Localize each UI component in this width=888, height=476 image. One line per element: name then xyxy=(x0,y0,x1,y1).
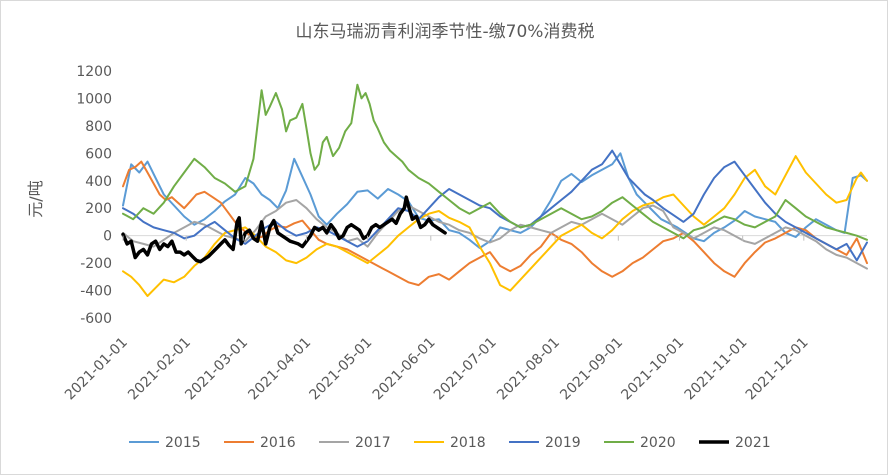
legend-label-2016: 2016 xyxy=(260,435,296,451)
plot-area xyxy=(121,83,868,297)
x-tick-label: 2021-04-01 xyxy=(245,335,314,404)
x-tick-label: 2021-11-01 xyxy=(682,335,751,404)
legend: 2015 2016 2017 2018 2019 2020 2021 xyxy=(129,435,771,451)
series-lines xyxy=(121,83,868,297)
y-tick-label: 800 xyxy=(85,119,112,135)
y-axis-label: 元/吨 xyxy=(26,180,45,217)
legend-label-2019: 2019 xyxy=(545,435,581,451)
y-tick-label: 0 xyxy=(103,229,112,245)
series-line-2016 xyxy=(122,160,868,287)
series-line-2019 xyxy=(122,149,868,262)
x-tick-label: 2021-08-01 xyxy=(494,335,563,404)
y-tick-label: 1200 xyxy=(76,64,112,80)
x-axis-ticks: 2021-01-012021-02-012021-03-012021-04-01… xyxy=(62,235,812,404)
x-tick-label: 2021-10-01 xyxy=(618,335,687,404)
y-tick-label: -600 xyxy=(80,311,112,327)
series-line-2020 xyxy=(122,83,868,241)
x-tick-label: 2021-05-01 xyxy=(307,335,376,404)
series-line-2021 xyxy=(121,195,447,264)
legend-label-2020: 2020 xyxy=(640,435,676,451)
x-tick-label: 2021-07-01 xyxy=(431,335,500,404)
x-tick-label: 2021-01-01 xyxy=(62,335,131,404)
x-tick-label: 2021-06-01 xyxy=(370,335,439,404)
y-tick-label: -200 xyxy=(80,256,112,272)
x-tick-label: 2021-09-01 xyxy=(557,335,626,404)
y-axis-ticks: 1200 1000 800 600 400 200 0 -200 -400 -600 xyxy=(76,64,112,327)
y-tick-label: 1000 xyxy=(76,91,112,107)
legend-label-2017: 2017 xyxy=(355,435,391,451)
chart-title: 山东马瑞沥青利润季节性-缴70%消费税 xyxy=(296,22,595,42)
x-tick-label: 2021-12-01 xyxy=(743,335,812,404)
y-tick-label: 200 xyxy=(85,201,112,217)
y-tick-label: 600 xyxy=(85,146,112,162)
y-tick-label: 400 xyxy=(85,174,112,190)
legend-label-2021: 2021 xyxy=(735,435,771,451)
y-tick-label: -400 xyxy=(80,284,112,300)
legend-label-2018: 2018 xyxy=(450,435,486,451)
legend-label-2015: 2015 xyxy=(165,435,201,451)
